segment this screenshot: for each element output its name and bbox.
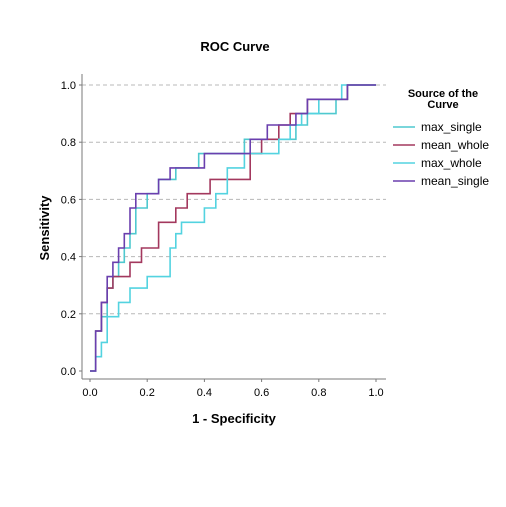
x-tick-label-2: 0.4 [197, 387, 212, 399]
chart-title: ROC Curve [200, 39, 269, 54]
legend-label-max-single: max_single [421, 120, 482, 134]
legend-items: max_single mean_whole max_whole mean_single [393, 120, 489, 188]
x-tick-label-5: 1.0 [368, 387, 383, 399]
tick-labels: 0.0 0.2 0.4 0.6 0.8 1.0 0.0 0.2 0.4 0.6 0.8 1.0 [61, 80, 384, 399]
series-line-max-whole [90, 84, 376, 372]
y-tick-label-0: 0.0 [61, 366, 76, 378]
x-tick-label-0: 0.0 [82, 387, 97, 399]
y-tick-label-5: 1.0 [61, 80, 76, 92]
series-lines [90, 84, 376, 372]
x-tick-label-3: 0.6 [254, 387, 269, 399]
legend-label-mean-whole: mean_whole [421, 138, 489, 152]
x-axis-label: 1 - Specificity [192, 411, 277, 426]
y-tick-label-2: 0.4 [61, 252, 76, 264]
legend-title-line1: Source of the [408, 88, 478, 100]
y-tick-label-4: 0.8 [61, 137, 76, 149]
y-tick-label-3: 0.6 [61, 194, 76, 206]
series-line-max-single [90, 84, 376, 372]
legend-label-mean-single: mean_single [421, 174, 489, 188]
gridlines [82, 84, 386, 315]
y-tick-label-1: 0.2 [61, 309, 76, 321]
y-axis-label: Sensitivity [37, 195, 52, 261]
legend-title-line2: Curve [427, 99, 458, 111]
legend-label-max-whole: max_whole [421, 156, 482, 170]
series-line-mean-single [90, 84, 376, 372]
legend: Source of the Curve max_single mean_whole… [393, 88, 489, 188]
x-tick-label-1: 0.2 [140, 387, 155, 399]
series-line-mean-whole [90, 84, 376, 372]
x-tick-label-4: 0.8 [311, 387, 326, 399]
axes [79, 74, 386, 382]
